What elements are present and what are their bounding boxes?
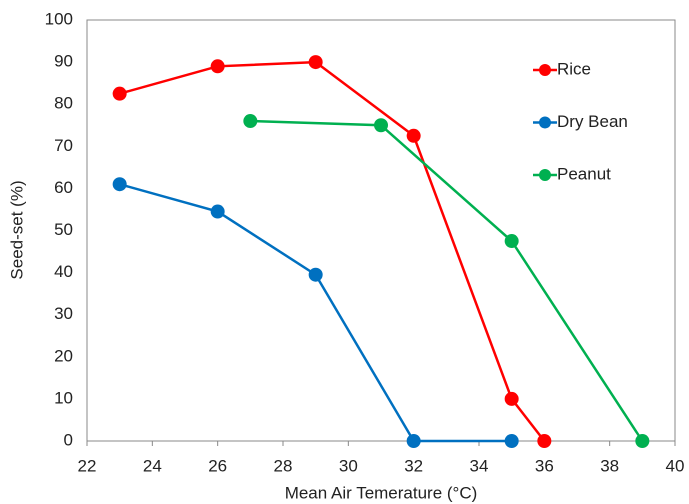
- y-tick-label: 80: [54, 94, 73, 113]
- x-axis-label: Mean Air Temerature (°C): [285, 483, 478, 502]
- y-tick-label: 70: [54, 136, 73, 155]
- plot-frame: [86, 19, 676, 442]
- data-point: [210, 204, 225, 219]
- legend-label: Rice: [557, 59, 591, 78]
- x-tick-label: 32: [404, 456, 423, 475]
- legend-marker: [539, 169, 551, 181]
- x-tick-label: 22: [78, 456, 97, 475]
- x-tick-label: 26: [208, 456, 227, 475]
- y-tick-label: 0: [64, 430, 73, 449]
- series-line: [119, 60, 546, 442]
- data-point: [308, 267, 323, 282]
- data-point: [504, 391, 519, 406]
- data-point: [504, 434, 519, 448]
- x-tick-label: 38: [600, 456, 619, 475]
- y-tick-label: 10: [54, 388, 73, 407]
- data-point: [243, 114, 258, 129]
- data-point: [308, 55, 323, 70]
- x-tick-label: 34: [470, 456, 489, 475]
- x-tick-label: 36: [535, 456, 554, 475]
- data-point: [112, 177, 127, 192]
- legend-label: Dry Bean: [557, 112, 628, 131]
- data-point: [406, 128, 421, 143]
- y-tick-label: 50: [54, 220, 73, 239]
- y-tick-label: 60: [54, 178, 73, 197]
- data-point: [210, 59, 225, 74]
- data-point: [504, 234, 519, 249]
- data-point: [406, 434, 421, 448]
- legend-marker: [539, 116, 551, 129]
- x-tick-label: 24: [143, 456, 162, 475]
- data-point: [635, 434, 650, 448]
- legend-marker: [539, 64, 551, 76]
- y-tick-label: 90: [54, 52, 73, 71]
- y-tick-label: 30: [54, 304, 73, 323]
- x-tick-label: 28: [274, 456, 293, 475]
- y-tick-label: 40: [54, 262, 73, 281]
- series-line: [250, 119, 644, 442]
- data-point: [537, 434, 552, 448]
- legend-label: Peanut: [557, 164, 611, 183]
- x-tick-label: 40: [666, 456, 685, 475]
- y-tick-label: 20: [54, 346, 73, 365]
- y-tick-label: 100: [45, 9, 73, 28]
- series-line: [119, 182, 512, 443]
- data-point: [112, 86, 127, 101]
- x-tick-label: 30: [339, 456, 358, 475]
- data-point: [374, 118, 388, 133]
- y-axis-label: Seed-set (%): [7, 180, 26, 279]
